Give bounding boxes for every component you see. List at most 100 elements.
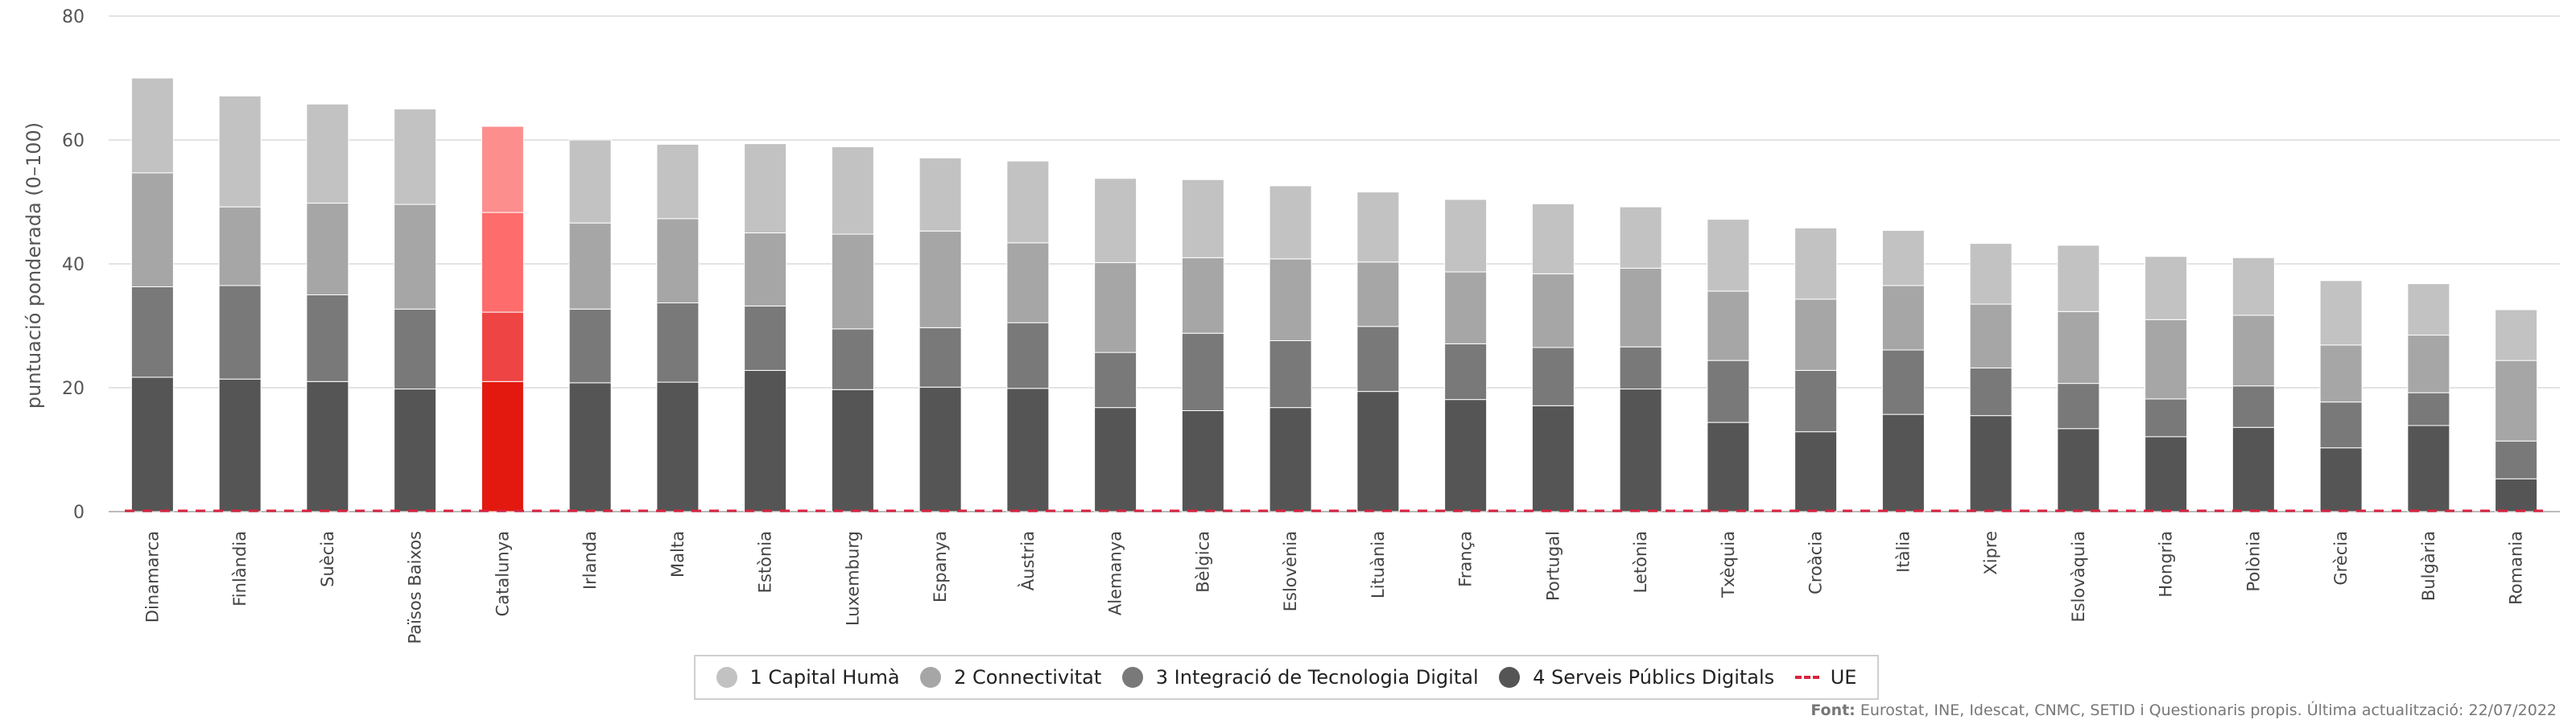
legend-item[interactable]: 2 Connectivitat: [920, 666, 1101, 689]
x-tick-label: Romania: [2507, 531, 2526, 605]
bar-segment: [306, 203, 349, 295]
x-tick-label: Bèlgica: [1193, 531, 1212, 593]
x-tick-label: Catalunya: [493, 531, 512, 616]
bar-segment: [1356, 326, 1400, 393]
x-tick-label: Irlanda: [580, 531, 600, 590]
bar-segment: [2145, 398, 2188, 438]
x-tick-label: Finlàndia: [230, 531, 250, 607]
y-tick-label: 40: [62, 255, 85, 275]
bar-segment: [1619, 389, 1662, 512]
bar-segment: [2231, 257, 2275, 316]
bar-segment: [1619, 267, 1662, 348]
bar-segment: [831, 328, 874, 390]
x-tick-label: França: [1456, 531, 1476, 587]
bar-segment: [2407, 335, 2450, 393]
legend-dot-icon: [1121, 667, 1143, 688]
bar-segment: [2495, 478, 2538, 512]
bar-segment: [1794, 431, 1838, 512]
bar-segment: [1881, 285, 1925, 351]
bar-segment: [1094, 352, 1137, 409]
bar-segment: [2407, 425, 2450, 512]
bar-segment: [1707, 360, 1750, 423]
bar-segment: [1356, 191, 1400, 263]
bar-segment: [1094, 261, 1137, 353]
chart-legend: 1 Capital Humà 2 Connectivitat 3 Integraci…: [694, 655, 1879, 700]
legend-item[interactable]: 4 Serveis Públics Digitals: [1499, 666, 1774, 689]
bar-segment: [2057, 428, 2100, 512]
bar-segment: [1881, 229, 1925, 286]
x-tick-label: Malta: [668, 531, 687, 578]
bar-segment: [1094, 407, 1137, 512]
bar-segment: [568, 139, 612, 224]
legend-dash-icon: [1794, 676, 1819, 679]
legend-item[interactable]: 1 Capital Humà: [716, 666, 900, 689]
x-tick-label: Hongria: [2157, 531, 2176, 598]
bar-segment: [1444, 399, 1488, 512]
x-tick-label: Xipre: [1981, 531, 2000, 575]
y-tick-label: 60: [62, 131, 85, 151]
bars: [130, 77, 2538, 512]
bar-segment: [481, 212, 524, 313]
bar-segment: [1881, 413, 1925, 512]
bar-segment: [394, 109, 437, 205]
y-axis-ticks: 0 20 40 60 80: [62, 7, 85, 523]
x-tick-label: Àustria: [1018, 531, 1038, 590]
bar-segment: [1181, 332, 1224, 411]
x-tick-label: Països Baixos: [406, 531, 425, 644]
source-text: Eurostat, INE, Idescat, CNMC, SETID i Qu…: [1860, 701, 2464, 719]
bar-segment: [656, 143, 700, 220]
x-tick-label: Croàcia: [1806, 531, 1826, 594]
bar-segment: [568, 222, 612, 310]
x-tick-label: Itàlia: [1893, 531, 1913, 573]
bar-segment: [2145, 436, 2188, 512]
bar-segment: [394, 389, 437, 512]
bar-segment: [1881, 349, 1925, 415]
x-tick-label: Alemanya: [1106, 531, 1125, 615]
bar-segment: [1356, 261, 1400, 327]
bar-segment: [1969, 243, 2013, 305]
bar-segment: [656, 218, 700, 304]
bar-segment: [130, 376, 174, 512]
bar-segment: [481, 125, 524, 213]
bar-segment: [831, 233, 874, 330]
bar-segment: [919, 157, 962, 232]
x-tick-label: Suècia: [318, 531, 337, 587]
x-tick-label: Txèquia: [1719, 531, 1738, 599]
bar-segment: [744, 305, 787, 371]
bar-segment: [2057, 311, 2100, 385]
x-tick-label: Polònia: [2244, 531, 2263, 591]
bar-segment: [568, 308, 612, 384]
bar-segment: [1531, 405, 1575, 512]
bar-segment: [656, 302, 700, 383]
legend-dot-icon: [1499, 667, 1521, 688]
legend-label: 4 Serveis Públics Digitals: [1533, 666, 1775, 689]
bar-segment: [2145, 256, 2188, 320]
bar-segment: [1707, 219, 1750, 292]
x-tick-label: Letònia: [1631, 531, 1650, 593]
source-date: 22/07/2022: [2468, 701, 2557, 719]
legend-dot-icon: [920, 667, 942, 688]
bar-segment: [306, 103, 349, 204]
legend-label: 1 Capital Humà: [749, 666, 900, 689]
x-tick-label: Eslovènia: [1281, 531, 1300, 611]
bar-segment: [1969, 303, 2013, 368]
bar-segment: [130, 77, 174, 174]
bar-segment: [394, 308, 437, 390]
bar-segment: [2495, 309, 2538, 361]
legend-item[interactable]: UE: [1794, 666, 1856, 689]
bar-segment: [744, 232, 787, 306]
legend-item[interactable]: 3 Integració de Tecnologia Digital: [1121, 666, 1479, 689]
bar-segment: [831, 389, 874, 512]
bar-segment: [2231, 426, 2275, 512]
legend-label: 3 Integració de Tecnologia Digital: [1155, 666, 1479, 689]
bar-segment: [394, 204, 437, 310]
bar-segment: [1619, 346, 1662, 390]
bar-segment: [1794, 369, 1838, 433]
bar-segment: [218, 285, 262, 380]
bar-segment: [1181, 179, 1224, 258]
bar-segment: [1094, 178, 1137, 263]
x-tick-label: Portugal: [1543, 531, 1563, 601]
bar-segment: [130, 172, 174, 287]
y-tick-label: 0: [73, 503, 85, 523]
